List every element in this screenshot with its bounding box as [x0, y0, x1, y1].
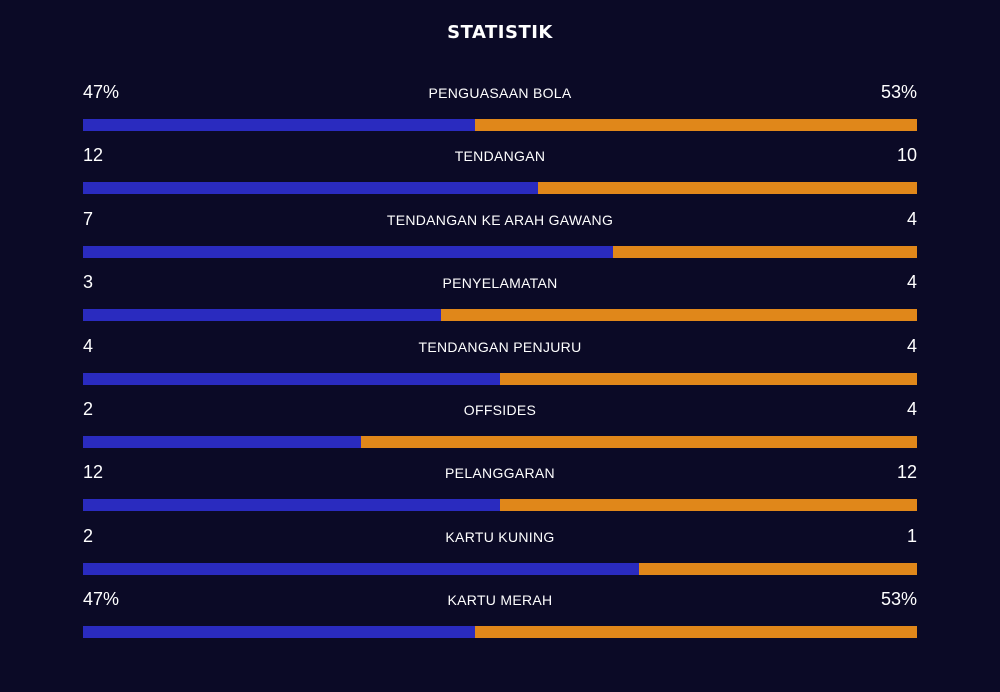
stat-label: KARTU KUNING	[445, 528, 555, 545]
home-bar	[83, 182, 538, 195]
stat-label: TENDANGAN PENJURU	[418, 338, 582, 355]
stat-label: OFFSIDES	[463, 401, 537, 418]
home-bar	[83, 245, 614, 258]
stat-bar	[83, 499, 917, 512]
away-bar	[500, 499, 917, 512]
stat-header: 12 TENDANGAN 10	[83, 143, 917, 171]
away-value: 4	[906, 335, 917, 356]
stat-bar	[83, 309, 917, 322]
home-value: 12	[83, 462, 104, 483]
away-bar	[537, 182, 917, 195]
away-bar	[639, 562, 917, 575]
away-value: 4	[906, 398, 917, 419]
away-value: 10	[896, 145, 917, 166]
stat-header: 2 OFFSIDES 4	[83, 397, 917, 425]
home-value: 47%	[83, 589, 120, 610]
away-value: 1	[906, 525, 917, 546]
stat-bar	[83, 562, 917, 575]
home-bar	[83, 435, 361, 448]
stat-header: 4 TENDANGAN PENJURU 4	[83, 334, 917, 362]
stat-row-shots: 12 TENDANGAN 10	[83, 143, 917, 206]
away-value: 4	[906, 208, 917, 229]
stat-row-corners: 4 TENDANGAN PENJURU 4	[83, 334, 917, 397]
stat-row-saves: 3 PENYELAMATAN 4	[83, 270, 917, 333]
stat-row-fouls: 12 PELANGGARAN 12	[83, 460, 917, 523]
home-value: 4	[83, 335, 94, 356]
stat-header: 47% PENGUASAAN BOLA 53%	[83, 80, 917, 108]
stat-header: 2 KARTU KUNING 1	[83, 524, 917, 552]
away-bar	[474, 626, 917, 639]
stat-bar	[83, 626, 917, 639]
home-value: 2	[83, 525, 94, 546]
home-bar	[83, 626, 475, 639]
home-value: 7	[83, 208, 94, 229]
stat-label: KARTU MERAH	[447, 592, 553, 609]
stat-header: 47% KARTU MERAH 53%	[83, 587, 917, 615]
stat-row-yellow-cards: 2 KARTU KUNING 1	[83, 524, 917, 587]
stat-bar	[83, 182, 917, 195]
home-value: 47%	[83, 82, 120, 102]
home-value: 3	[83, 272, 94, 293]
stat-bar	[83, 119, 917, 131]
stat-header: 12 PELANGGARAN 12	[83, 460, 917, 488]
away-bar	[440, 309, 917, 322]
away-value: 4	[906, 272, 917, 293]
stat-bar	[83, 372, 917, 385]
home-bar	[83, 562, 640, 575]
away-value: 53%	[880, 82, 917, 102]
stat-label: TENDANGAN	[454, 148, 546, 165]
home-bar	[83, 372, 500, 385]
stat-row-offsides: 2 OFFSIDES 4	[83, 397, 917, 460]
stat-label: PELANGGARAN	[445, 465, 555, 482]
home-bar	[83, 499, 500, 512]
away-bar	[360, 435, 917, 448]
page-title: STATISTIK	[447, 22, 553, 43]
stat-label: PENYELAMATAN	[442, 275, 558, 292]
away-bar	[613, 245, 917, 258]
stat-row-red-cards: 47% KARTU MERAH 53%	[83, 587, 917, 650]
stat-row-shots-on-target: 7 TENDANGAN KE ARAH GAWANG 4	[83, 207, 917, 270]
stat-header: 7 TENDANGAN KE ARAH GAWANG 4	[83, 207, 917, 235]
stat-label: PENGUASAAN BOLA	[428, 85, 572, 101]
home-value: 12	[83, 145, 104, 166]
home-value: 2	[83, 398, 94, 419]
away-bar	[500, 372, 917, 385]
away-value: 12	[896, 462, 917, 483]
stat-bar	[83, 245, 917, 258]
stat-label: TENDANGAN KE ARAH GAWANG	[386, 211, 614, 228]
away-value: 53%	[880, 589, 917, 610]
stats-list: 47% PENGUASAAN BOLA 53% 12 TENDANGAN 10 …	[83, 80, 917, 651]
stat-bar	[83, 435, 917, 448]
home-bar	[83, 309, 441, 322]
home-bar	[83, 119, 475, 131]
stat-row-possession: 47% PENGUASAAN BOLA 53%	[83, 80, 917, 143]
stat-header: 3 PENYELAMATAN 4	[83, 270, 917, 298]
away-bar	[474, 119, 917, 131]
